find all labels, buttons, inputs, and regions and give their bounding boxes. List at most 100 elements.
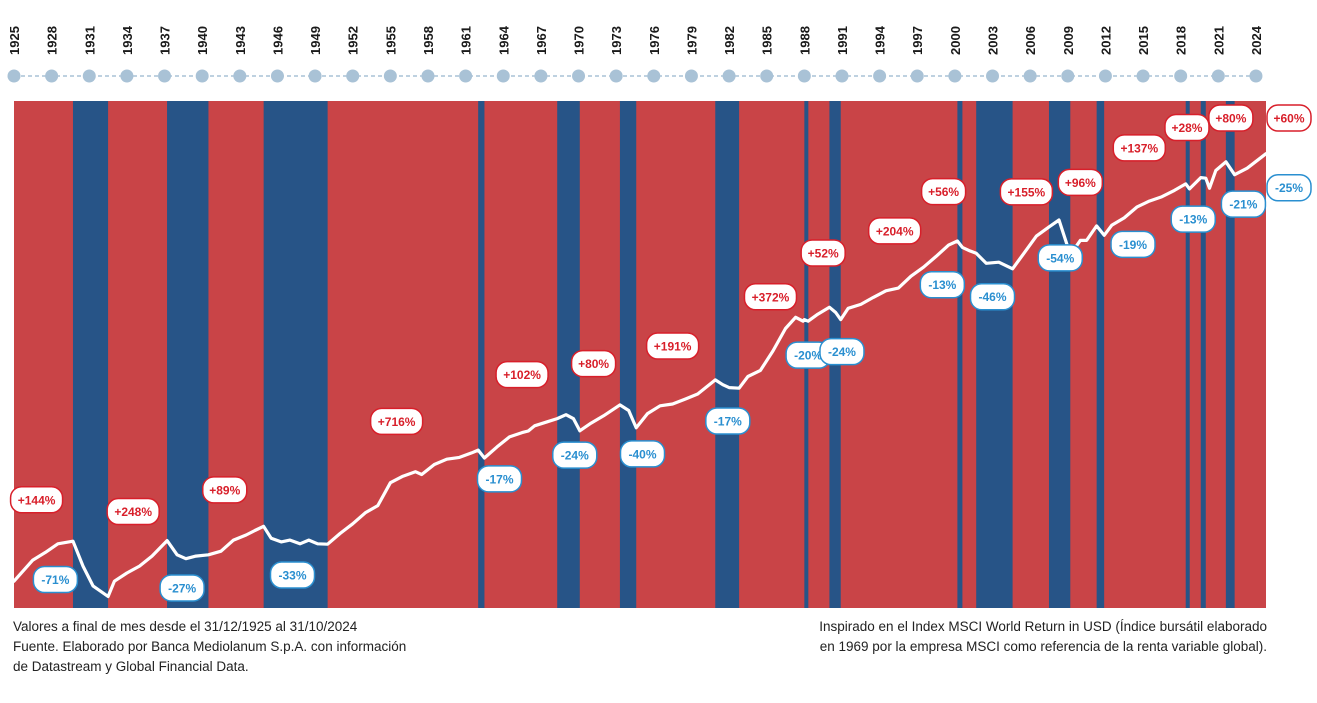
timeline-dot	[1174, 69, 1188, 83]
bull-return-label: +56%	[920, 177, 967, 206]
bull-return-label-box	[202, 476, 248, 504]
bull-return-label-box	[9, 486, 64, 514]
year-label: 1994	[873, 25, 888, 55]
timeline-dot	[383, 69, 397, 83]
year-label: 2006	[1023, 26, 1038, 55]
timeline-dot	[609, 69, 623, 83]
bear-market-band	[1225, 101, 1235, 608]
year-label: 2000	[948, 26, 963, 55]
bear-return-label-text: -46%	[979, 290, 1007, 304]
timeline-dot	[1023, 69, 1037, 83]
bull-return-label: +372%	[743, 283, 798, 311]
timeline-dot	[910, 69, 924, 83]
year-label: 1955	[383, 26, 398, 55]
bear-return-label-text: -17%	[714, 415, 742, 429]
bear-return-label-box	[1110, 230, 1156, 259]
timeline-dot	[760, 69, 774, 83]
bull-return-label: +191%	[645, 332, 700, 360]
bear-market-band	[1200, 101, 1206, 608]
bear-market-band	[619, 101, 637, 608]
year-label: 2009	[1061, 26, 1076, 55]
timeline-dot	[308, 69, 322, 83]
bull-return-label-text: +80%	[578, 357, 609, 371]
bear-return-label-box	[552, 441, 598, 469]
bear-return-label-box	[1037, 244, 1084, 272]
timeline-dot	[7, 69, 21, 83]
bull-return-label-text: +248%	[114, 505, 152, 519]
timeline-dot	[835, 69, 849, 83]
year-label: 1976	[647, 26, 662, 55]
timeline	[7, 69, 1263, 83]
bull-return-label: +60%	[1266, 104, 1312, 132]
bull-return-label: +96%	[1057, 168, 1104, 197]
timeline-dot	[82, 69, 96, 83]
bear-return-label-text: -13%	[1179, 213, 1207, 227]
bull-return-label-box	[999, 178, 1054, 206]
year-label: 1985	[760, 26, 775, 55]
bear-market-band	[263, 101, 328, 608]
bull-return-label-text: +28%	[1171, 121, 1202, 135]
bull-return-label-box	[645, 332, 700, 360]
bear-return-label-text: -71%	[41, 573, 69, 587]
bull-return-label-text: +80%	[1215, 112, 1246, 126]
timeline-dot	[233, 69, 247, 83]
bull-return-label-text: +52%	[808, 247, 839, 261]
year-label: 1958	[421, 26, 436, 55]
bear-return-label-text: -21%	[1229, 198, 1257, 212]
bear-return-label-box	[1220, 190, 1267, 218]
year-label: 2021	[1211, 26, 1226, 55]
bear-return-label: -21%	[1220, 190, 1267, 218]
bear-return-label: -13%	[1170, 205, 1216, 233]
bear-return-label-box	[476, 465, 523, 493]
bull-return-label: +80%	[570, 349, 617, 378]
bull-return-label-text: +89%	[209, 483, 240, 497]
year-label: 1940	[195, 26, 210, 55]
bull-return-label-box	[867, 217, 922, 245]
bull-return-label-box	[1266, 104, 1312, 132]
bear-return-label-text: -24%	[561, 449, 589, 463]
bull-return-label-text: +372%	[752, 290, 790, 304]
timeline-dot	[195, 69, 209, 83]
bear-return-label-box	[269, 561, 316, 589]
bear-return-label-text: -20%	[794, 349, 822, 363]
market-periods	[14, 101, 1266, 608]
year-label: 2024	[1249, 25, 1264, 55]
msci-world-chart: 1925 1928 1931 1934 1937 1940 1943 1946 1949 1952…	[7, 25, 1312, 608]
year-label: 1925	[7, 26, 22, 55]
timeline-dot	[158, 69, 172, 83]
bear-return-label: -17%	[705, 407, 751, 435]
footer-index-line-2: en 1969 por la empresa MSCI como referen…	[819, 639, 1267, 654]
bull-return-label: +52%	[800, 239, 846, 267]
bear-return-label: -19%	[1110, 230, 1156, 259]
year-label: 1961	[459, 26, 474, 55]
bear-market-band	[976, 101, 1013, 608]
bear-return-label-box	[1266, 173, 1312, 202]
bear-market-band	[1048, 101, 1071, 608]
bear-return-label: -71%	[32, 565, 79, 594]
bear-market-band	[1185, 101, 1190, 608]
timeline-dot	[534, 69, 548, 83]
year-label: 1949	[308, 26, 323, 55]
timeline-dot	[647, 69, 661, 83]
year-label: 2012	[1098, 26, 1113, 55]
bull-return-label-text: +144%	[18, 493, 56, 507]
bear-return-label: -20%	[785, 341, 831, 369]
bear-return-label-text: -17%	[485, 472, 513, 486]
timeline-dot	[1061, 69, 1075, 83]
bear-return-label-box	[705, 407, 751, 435]
year-label: 1997	[910, 26, 925, 55]
bull-return-label: +248%	[106, 497, 160, 526]
timeline-dot	[948, 69, 962, 83]
bear-return-label-box	[159, 574, 205, 602]
bull-return-label: +204%	[867, 217, 922, 245]
timeline-dot	[421, 69, 435, 83]
bear-return-label-text: -19%	[1119, 238, 1147, 252]
bear-market-band	[72, 101, 109, 608]
bull-return-label-text: +137%	[1120, 141, 1158, 155]
year-label: 1964	[496, 25, 511, 55]
bull-return-label-text: +60%	[1273, 112, 1304, 126]
bear-return-label-box	[819, 337, 865, 366]
bear-return-label: -24%	[552, 441, 598, 469]
timeline-dot	[45, 69, 59, 83]
bull-return-label: +155%	[999, 178, 1054, 206]
